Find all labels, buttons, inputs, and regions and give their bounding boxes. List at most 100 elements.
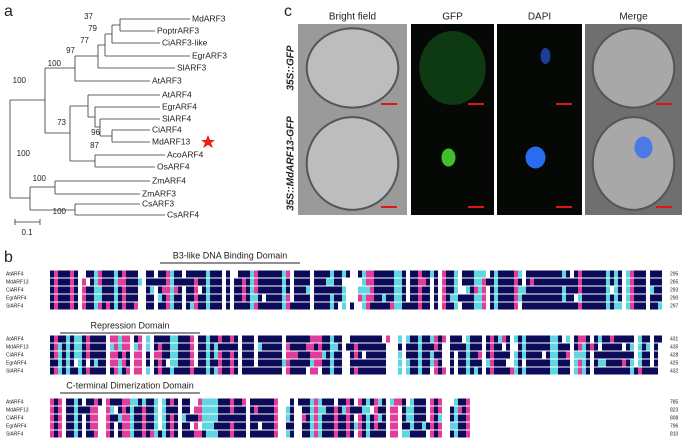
residue: [650, 294, 654, 302]
residue: [270, 335, 274, 343]
residue: [578, 367, 582, 375]
residue: [542, 343, 546, 351]
residue: [342, 430, 346, 438]
residue: [258, 430, 262, 438]
residue: [290, 414, 294, 422]
residue: [358, 278, 362, 286]
residue: [450, 302, 454, 310]
residue: [342, 343, 346, 351]
residue: [118, 351, 122, 359]
residue: [442, 359, 446, 367]
residue: [478, 359, 482, 367]
residue: [350, 278, 354, 286]
row-label: 35S::MdARF13-GFP: [286, 116, 297, 211]
residue: [78, 335, 82, 343]
residue: [650, 335, 654, 343]
residue: [398, 286, 402, 294]
residue: [146, 414, 150, 422]
residue: [58, 351, 62, 359]
residue: [450, 286, 454, 294]
residue: [98, 398, 102, 406]
residue: [514, 359, 518, 367]
residue: [134, 278, 138, 286]
scale-label: 0.1: [21, 228, 33, 237]
residue: [214, 414, 218, 422]
residue: [242, 367, 246, 375]
residue: [162, 335, 166, 343]
residue: [382, 422, 386, 430]
residue: [146, 359, 150, 367]
residue: [222, 270, 226, 278]
residue: [350, 367, 354, 375]
residue: [538, 351, 542, 359]
residue: [190, 406, 194, 414]
cell: [591, 27, 676, 109]
residue: [362, 286, 366, 294]
residue: [534, 286, 538, 294]
residue: [70, 343, 74, 351]
residue: [614, 343, 618, 351]
residue: [398, 430, 402, 438]
residue: [634, 335, 638, 343]
residue: [406, 286, 410, 294]
residue: [514, 278, 518, 286]
residue: [362, 278, 366, 286]
residue: [118, 294, 122, 302]
residue: [626, 294, 630, 302]
residue: [534, 343, 538, 351]
residue: [602, 270, 606, 278]
residue: [202, 286, 206, 294]
residue: [266, 302, 270, 310]
residue: [606, 286, 610, 294]
residue: [598, 294, 602, 302]
residue: [482, 278, 486, 286]
residue: [410, 414, 414, 422]
residue: [574, 302, 578, 310]
residue: [74, 278, 78, 286]
residue: [442, 367, 446, 375]
residue: [490, 335, 494, 343]
residue: [546, 367, 550, 375]
leaf-label: MdARF3: [192, 13, 226, 23]
residue: [578, 286, 582, 294]
residue: [362, 343, 366, 351]
residue: [518, 270, 522, 278]
residue: [498, 335, 502, 343]
residue: [470, 278, 474, 286]
residue: [634, 302, 638, 310]
residue: [354, 414, 358, 422]
residue: [230, 294, 234, 302]
residue: [146, 398, 150, 406]
residue: [206, 398, 210, 406]
residue: [94, 343, 98, 351]
residue: [166, 343, 170, 351]
residue: [310, 367, 314, 375]
gfp-signal: [419, 31, 486, 105]
residue: [446, 406, 450, 414]
residue: [214, 302, 218, 310]
residue: [118, 430, 122, 438]
residue: [614, 302, 618, 310]
residue: [90, 367, 94, 375]
residue: [162, 294, 166, 302]
residue: [118, 359, 122, 367]
residue: [142, 414, 146, 422]
residue: [466, 294, 470, 302]
residue: [478, 367, 482, 375]
residue: [618, 359, 622, 367]
residue: [590, 367, 594, 375]
residue: [470, 343, 474, 351]
residue: [510, 286, 514, 294]
residue: [298, 406, 302, 414]
residue: [642, 367, 646, 375]
residue: [378, 367, 382, 375]
residue: [166, 294, 170, 302]
residue: [494, 294, 498, 302]
residue: [90, 398, 94, 406]
bootstrap-value: 97: [66, 46, 75, 55]
residue: [514, 302, 518, 310]
residue: [182, 414, 186, 422]
residue: [486, 359, 490, 367]
residue: [118, 278, 122, 286]
residue: [298, 286, 302, 294]
